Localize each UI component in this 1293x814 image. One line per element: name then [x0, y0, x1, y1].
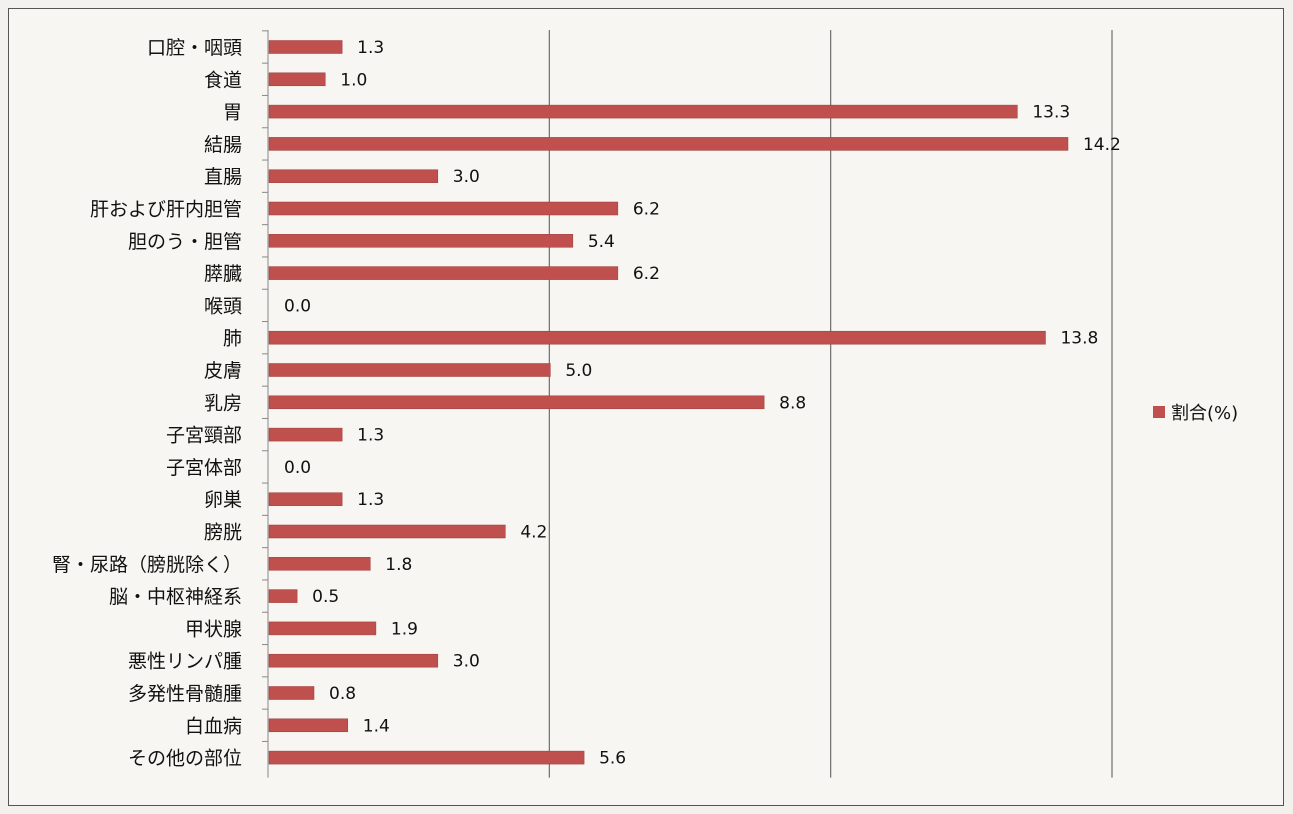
category-label: 胃 [223, 102, 242, 124]
data-label: 6.2 [633, 264, 660, 284]
category-label: 喉頭 [204, 295, 242, 317]
category-label: 卵巣 [204, 489, 242, 511]
category-label: 多発性骨髄腫 [128, 683, 242, 705]
data-label: 5.0 [565, 361, 592, 381]
bar [268, 653, 439, 668]
bar [268, 363, 551, 377]
bar [268, 427, 343, 442]
bar [268, 395, 765, 410]
data-label: 6.2 [633, 200, 660, 220]
bar [268, 750, 585, 765]
data-label: 1.4 [363, 716, 390, 736]
data-label: 0.0 [284, 458, 311, 478]
bar [268, 330, 1046, 345]
bar [268, 40, 343, 54]
category-label: 腎・尿路（膀胱除く） [52, 554, 242, 576]
category-label: 乳房 [204, 392, 242, 414]
data-label: 13.8 [1060, 329, 1098, 349]
bar [268, 137, 1069, 151]
data-label: 14.2 [1083, 135, 1121, 155]
category-label: 悪性リンパ腫 [128, 651, 242, 673]
bar [268, 266, 619, 280]
data-label: 0.5 [312, 587, 339, 607]
category-label: 脳・中枢神経系 [109, 586, 242, 608]
data-label: 1.3 [357, 426, 384, 446]
bar [268, 169, 439, 183]
bar [268, 524, 506, 539]
bar [268, 104, 1018, 119]
bar [268, 589, 298, 603]
category-label: 胆のう・胆管 [128, 231, 242, 253]
category-label: 甲状腺 [185, 618, 242, 640]
data-label: 5.4 [588, 232, 615, 252]
bar [268, 201, 619, 216]
bar [268, 718, 349, 733]
data-label: 4.2 [520, 523, 547, 543]
data-label: 8.8 [779, 393, 806, 413]
category-label: その他の部位 [128, 748, 242, 770]
legend-label: 割合(%) [1171, 403, 1238, 424]
category-label: 肺 [223, 328, 242, 350]
legend-swatch [1153, 406, 1165, 418]
data-label: 5.6 [599, 749, 626, 769]
category-label: 食道 [204, 69, 242, 91]
category-label: 子宮体部 [166, 457, 242, 479]
category-label: 白血病 [185, 715, 242, 737]
category-label: 膀胱 [204, 522, 242, 544]
data-label: 1.0 [340, 70, 367, 90]
category-label: 直腸 [204, 166, 242, 188]
category-label: 結腸 [204, 134, 242, 156]
data-label: 1.3 [357, 490, 384, 510]
data-label: 1.8 [385, 555, 412, 575]
bar [268, 621, 377, 636]
bar [268, 492, 343, 506]
bar [268, 686, 315, 700]
data-label: 0.8 [329, 684, 356, 704]
category-label: 皮膚 [204, 360, 242, 382]
data-label: 1.3 [357, 38, 384, 58]
bar [268, 557, 371, 571]
category-label: 子宮頸部 [166, 425, 242, 447]
data-label: 3.0 [453, 652, 480, 672]
bar [268, 72, 326, 87]
category-label: 口腔・咽頭 [147, 37, 242, 59]
category-label: 膵臓 [204, 263, 242, 285]
data-label: 3.0 [453, 167, 480, 187]
data-label: 1.9 [391, 619, 418, 639]
category-label: 肝および肝内胆管 [90, 199, 242, 221]
data-label: 13.3 [1032, 103, 1070, 123]
bar [268, 234, 574, 248]
data-label: 0.0 [284, 296, 311, 316]
